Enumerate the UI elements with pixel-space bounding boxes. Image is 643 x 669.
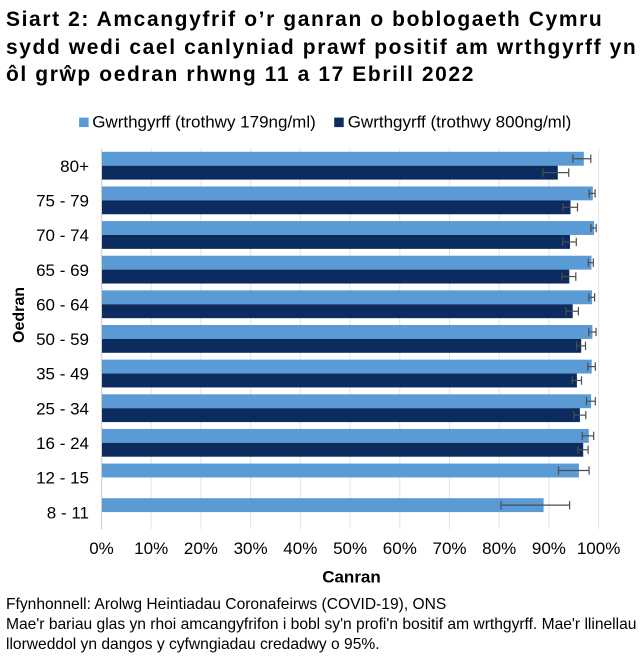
svg-text:50 - 59: 50 - 59	[36, 330, 89, 349]
svg-text:30%: 30%	[234, 539, 268, 558]
svg-text:80%: 80%	[482, 539, 516, 558]
svg-text:60 - 64: 60 - 64	[36, 296, 89, 315]
svg-text:75 - 79: 75 - 79	[36, 192, 89, 211]
svg-text:8 - 11: 8 - 11	[47, 503, 89, 522]
svg-text:65 - 69: 65 - 69	[36, 261, 89, 280]
svg-text:90%: 90%	[532, 539, 566, 558]
svg-text:100%: 100%	[577, 539, 620, 558]
svg-text:0%: 0%	[89, 539, 114, 558]
svg-text:12 - 15: 12 - 15	[36, 469, 89, 488]
svg-text:40%: 40%	[283, 539, 317, 558]
svg-text:Gwrthgyrff (trothwy 179ng/ml): Gwrthgyrff (trothwy 179ng/ml)	[92, 112, 316, 131]
svg-text:16 - 24: 16 - 24	[36, 434, 89, 453]
svg-text:80+: 80+	[60, 157, 89, 176]
svg-text:50%: 50%	[333, 539, 367, 558]
svg-text:Gwrthgyrff (trothwy 800ng/ml): Gwrthgyrff (trothwy 800ng/ml)	[348, 112, 572, 131]
svg-text:70%: 70%	[432, 539, 466, 558]
svg-text:Oedran: Oedran	[11, 287, 28, 343]
svg-text:70 - 74: 70 - 74	[36, 226, 89, 245]
svg-text:35 - 49: 35 - 49	[36, 365, 89, 384]
svg-text:10%: 10%	[134, 539, 168, 558]
svg-text:20%: 20%	[184, 539, 218, 558]
svg-text:25 - 34: 25 - 34	[36, 399, 89, 418]
svg-text:60%: 60%	[383, 539, 417, 558]
svg-text:Canran: Canran	[322, 568, 381, 587]
